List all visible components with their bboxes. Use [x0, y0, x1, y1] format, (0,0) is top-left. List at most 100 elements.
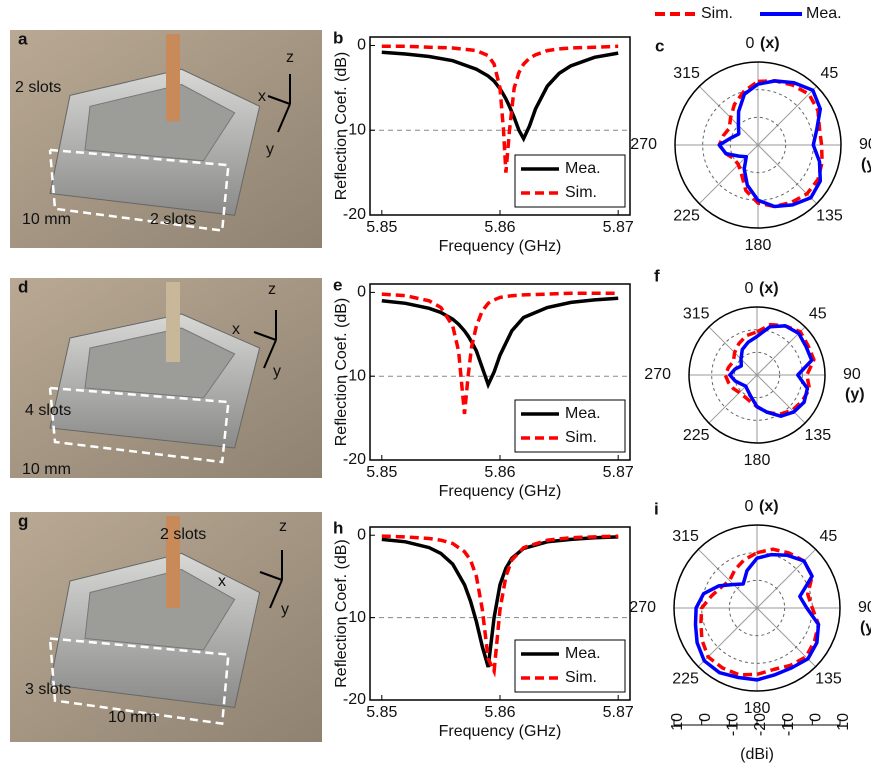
panel-label: b	[333, 28, 343, 47]
photo-annotation: 3 slots	[25, 681, 71, 698]
legend-label: Mea.	[565, 405, 601, 422]
spoke	[756, 374, 806, 424]
axis-arrow	[263, 339, 277, 369]
direction-label: (x)	[759, 498, 779, 515]
legend-label: Sim.	[565, 429, 597, 446]
series-line	[381, 534, 619, 678]
photo-annotation: x	[258, 88, 266, 105]
direction-label: (x)	[759, 280, 779, 297]
pattern-line	[717, 79, 823, 209]
outer-ring	[673, 524, 841, 692]
photo-annotation: y	[273, 363, 281, 380]
theta-tick-label: 0	[745, 280, 754, 297]
feed	[166, 282, 180, 362]
direction-label: (y)	[860, 619, 871, 636]
theta-tick-label: 225	[672, 671, 699, 688]
theta-tick-label: 135	[815, 671, 842, 688]
panel-label: c	[655, 36, 664, 55]
photo-annotation: y	[266, 141, 274, 158]
y-tick-label: -20	[343, 206, 366, 223]
photo-annotation: 2 slots	[160, 526, 206, 543]
theta-tick-label: 180	[745, 237, 772, 254]
photo-annotation: 10 mm	[22, 461, 71, 478]
theta-tick-label: 270	[630, 136, 657, 153]
y-axis-label: Reflection Coef. (dB)	[333, 298, 350, 447]
photo-annotation: 2 slots	[15, 79, 61, 96]
theta-tick-label: 270	[644, 366, 671, 383]
theta-tick-label: 180	[744, 452, 771, 469]
photo-annotation: x	[232, 321, 240, 338]
grid-ring	[728, 579, 786, 637]
scale-tick-label: -20	[752, 713, 769, 736]
photo-annotation: y	[281, 601, 289, 618]
y-tick-label: -20	[343, 691, 366, 708]
direction-label: (x)	[760, 35, 780, 52]
y-tick-label: -20	[343, 451, 366, 468]
scale-tick-label: 0	[697, 713, 714, 722]
photo-annotation: 2 slots	[150, 211, 196, 228]
grid-ring	[733, 351, 781, 399]
y-tick-label: 0	[357, 526, 366, 543]
theta-tick-label: 0	[745, 498, 754, 515]
scale-tick-label: -10	[725, 713, 742, 736]
axis-arrow	[259, 571, 283, 581]
y-tick-label: 0	[357, 284, 366, 301]
direction-label: (y)	[861, 156, 871, 173]
x-tick-label: 5.85	[366, 219, 397, 236]
direction-label: (y)	[845, 386, 865, 403]
outer-ring	[674, 61, 842, 229]
scale-tick-label: 10	[835, 713, 852, 731]
scale-tick-label: 10	[669, 713, 686, 731]
scale-tick-label: 0	[808, 713, 825, 722]
legend-label: Sim.	[565, 184, 597, 201]
photo-annotation: z	[286, 49, 294, 66]
x-tick-label: 5.86	[484, 219, 515, 236]
panel-label: g	[18, 511, 28, 530]
series-line	[381, 291, 619, 415]
pattern-line	[728, 324, 814, 418]
x-tick-label: 5.87	[603, 219, 634, 236]
grid-ring	[729, 116, 787, 174]
panel-label: h	[333, 518, 343, 537]
series-line	[381, 50, 619, 143]
axis-arrow	[277, 103, 291, 133]
theta-tick-label: 0	[746, 35, 755, 52]
slot-outline	[48, 386, 230, 464]
theta-tick-label: 180	[744, 700, 771, 717]
feed	[166, 34, 180, 122]
panel-label: i	[654, 499, 659, 518]
legend-box	[514, 154, 626, 208]
spoke	[698, 144, 759, 205]
theta-tick-label: 225	[673, 208, 700, 225]
legend-box	[514, 399, 626, 453]
x-tick-label: 5.86	[484, 464, 515, 481]
theta-tick-label: 90	[858, 599, 871, 616]
theta-tick-label: 225	[683, 427, 710, 444]
spoke	[756, 607, 817, 668]
series-line	[381, 44, 619, 173]
plot-frame	[369, 526, 631, 701]
legend-label: Mea.	[565, 160, 601, 177]
feed	[166, 516, 180, 608]
legend-label: Sim.	[701, 5, 733, 22]
x-axis-label: Frequency (GHz)	[439, 483, 562, 500]
spoke	[708, 374, 758, 424]
theta-tick-label: 315	[673, 65, 700, 82]
theta-tick-label: 90	[859, 136, 871, 153]
theta-tick-label: 135	[804, 427, 831, 444]
legend-label: Mea.	[565, 645, 601, 662]
x-tick-label: 5.86	[484, 704, 515, 721]
pattern-line	[717, 79, 824, 209]
slot-outline	[48, 637, 230, 726]
theta-tick-label: 90	[843, 366, 861, 383]
photo-annotation: z	[268, 281, 276, 298]
x-tick-label: 5.85	[366, 464, 397, 481]
theta-tick-label: 135	[816, 208, 843, 225]
photo-annotation: x	[218, 573, 226, 590]
x-axis-label: Frequency (GHz)	[439, 238, 562, 255]
photo-annotation: z	[279, 518, 287, 535]
plot-frame	[369, 283, 631, 461]
y-tick-label: -10	[343, 367, 366, 384]
theta-tick-label: 315	[672, 528, 699, 545]
